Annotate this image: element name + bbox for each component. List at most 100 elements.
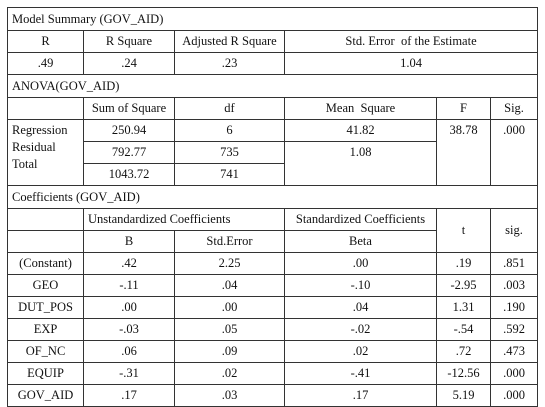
row-label: OF_NC — [7, 340, 84, 363]
header-cell: Beta — [284, 230, 437, 253]
section-title: Coefficients (GOV_AID) — [6, 185, 539, 209]
row: Model Summary (GOV_AID) — [6, 7, 539, 31]
cell: .04 — [284, 296, 437, 319]
cell: .24 — [83, 52, 175, 75]
row: GOV_AID .17.03.17 5.19.000 — [7, 384, 539, 407]
cell: .02 — [174, 362, 285, 385]
cell: .000 — [489, 384, 539, 407]
cell: -2.95 — [436, 274, 491, 297]
header-cell: Adjusted R Square — [174, 30, 285, 53]
cell: 1.08 — [284, 141, 437, 186]
cell: .003 — [489, 274, 539, 297]
cell: -.41 — [284, 362, 437, 385]
cell: 5.19 — [436, 384, 491, 407]
row: DUT_POS .00.00.04 1.31.190 — [7, 296, 539, 319]
section-title: Model Summary (GOV_AID) — [6, 7, 539, 31]
cell: -.31 — [83, 362, 175, 385]
cell: .42 — [83, 252, 175, 275]
row-label: Residual — [12, 140, 56, 154]
cell: .00 — [83, 296, 175, 319]
cell: .72 — [436, 340, 491, 363]
header-cell: Sig. — [489, 97, 539, 120]
row: R R Square Adjusted R Square Std. Error … — [7, 30, 539, 53]
cell: .19 — [436, 252, 491, 275]
header-cell: t — [436, 208, 491, 253]
row: (Constant) .42 2.25.00.19.851 — [7, 252, 539, 275]
cell: .000 — [489, 119, 539, 186]
table-body: Model Summary (GOV_AID) R R Square Adjus… — [6, 7, 539, 407]
section-title: ANOVA(GOV_AID) — [6, 74, 539, 98]
header-cell: F — [436, 97, 491, 120]
cell: .17 — [284, 384, 437, 407]
header-cell: df — [174, 97, 285, 120]
cell: 741 — [174, 163, 285, 186]
cell: .04 — [174, 274, 285, 297]
row: EXP -.03.05 -.02 -.54.592 — [7, 318, 539, 341]
group-header: Unstandardized Coefficients — [83, 208, 285, 231]
cell: 1.04 — [283, 52, 539, 75]
cell: .23 — [174, 52, 285, 75]
row: OF_NC .06.09.02.72.473 — [7, 340, 539, 363]
cell: .473 — [489, 340, 539, 363]
cell: 6 — [174, 119, 285, 142]
row: 1043.72 741 — [8, 163, 538, 186]
cell: -.10 — [284, 274, 437, 297]
header-cell: R Square — [83, 30, 175, 53]
cell: 41.82 — [284, 119, 437, 142]
regression-table: Model Summary (GOV_AID) R R Square Adjus… — [6, 7, 539, 407]
row: EQUIP -.31.02 -.41 -12.56.000 — [7, 362, 539, 385]
header-cell: Mean Square — [284, 97, 437, 120]
row: Regression Residual Total 250.94 6 41.82… — [7, 119, 539, 186]
cell: 2.25 — [174, 252, 285, 275]
row-label: Regression — [12, 123, 68, 137]
cell: 1.31 — [436, 296, 491, 319]
row-label: (Constant) — [7, 252, 84, 275]
cell: 38.78 — [436, 119, 491, 186]
header-cell: B — [83, 230, 175, 253]
cell: .190 — [489, 296, 539, 319]
row-label: GOV_AID — [7, 384, 84, 407]
header-cell: Std. Error of the Estimate — [283, 30, 539, 53]
empty-cell — [7, 208, 84, 231]
cell: 792.77 — [83, 141, 175, 164]
cell: .03 — [174, 384, 285, 407]
cell: .05 — [174, 318, 285, 341]
cell: .851 — [489, 252, 539, 275]
cell: .02 — [284, 340, 437, 363]
header-cell: sig. — [489, 208, 539, 253]
row-label: Total — [12, 157, 38, 171]
row: .49 .24 .23 1.04 — [7, 52, 539, 75]
header-cell: Std.Error — [174, 230, 285, 253]
row-label: GEO — [7, 274, 84, 297]
group-header: Standardized Coefficients — [284, 208, 437, 231]
cell: .00 — [284, 252, 437, 275]
cell: 250.94 — [83, 119, 175, 142]
row: Unstandardized Coefficients Standardized… — [7, 208, 539, 253]
cell: .17 — [83, 384, 175, 407]
row: GEO -.11.04 -.10 -2.95.003 — [7, 274, 539, 297]
header-cell: Sum of Square — [83, 97, 175, 120]
empty-cell — [7, 230, 84, 253]
cell: .00 — [174, 296, 285, 319]
cell: .592 — [489, 318, 539, 341]
row: Coefficients (GOV_AID) — [6, 185, 539, 209]
cell: -.11 — [83, 274, 175, 297]
cell: .000 — [489, 362, 539, 385]
row: Sum of Square df Mean Square F Sig. — [7, 97, 539, 120]
empty-cell — [7, 97, 84, 120]
cell: -.03 — [83, 318, 175, 341]
cell: -.02 — [284, 318, 437, 341]
cell: 1043.72 — [83, 163, 175, 186]
cell: .09 — [174, 340, 285, 363]
cell: -.54 — [436, 318, 491, 341]
header-cell: R — [7, 30, 84, 53]
row-labels: Regression Residual Total — [7, 119, 84, 186]
cell: -12.56 — [436, 362, 491, 385]
row-label: EXP — [7, 318, 84, 341]
cell: .06 — [83, 340, 175, 363]
row: ANOVA(GOV_AID) — [6, 74, 539, 98]
row: B Std.Error Beta — [7, 230, 538, 253]
cell: .49 — [7, 52, 84, 75]
row-label: DUT_POS — [7, 296, 84, 319]
